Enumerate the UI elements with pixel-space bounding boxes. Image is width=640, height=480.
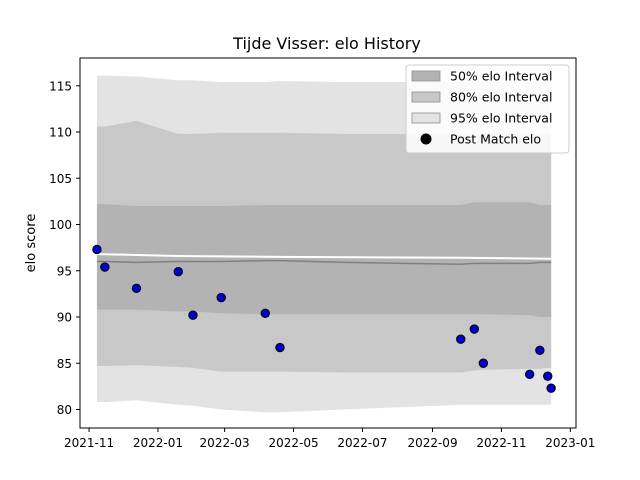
data-point — [524, 369, 535, 380]
y-tick-label: 100 — [49, 218, 72, 232]
data-point — [478, 358, 489, 368]
y-tick-label: 95 — [57, 264, 72, 278]
legend-label: 50% elo Interval — [450, 69, 552, 84]
data-point — [456, 334, 466, 344]
legend-label: 80% elo Interval — [450, 90, 552, 105]
data-point — [131, 283, 142, 294]
plot-area — [92, 75, 556, 413]
x-tick-label: 2022-07 — [337, 436, 387, 450]
data-point — [546, 383, 556, 393]
x-tick-label: 2022-09 — [407, 436, 457, 450]
y-tick-label: 105 — [49, 172, 72, 186]
data-point — [173, 266, 184, 277]
y-tick-label: 115 — [49, 79, 72, 93]
x-tick-label: 2023-01 — [545, 436, 595, 450]
data-point — [100, 262, 110, 272]
x-tick-label: 2022-11 — [476, 436, 526, 450]
y-tick-label: 110 — [49, 126, 72, 140]
data-point — [216, 292, 226, 303]
legend-marker — [420, 133, 432, 145]
data-point — [535, 345, 545, 355]
median-line — [96, 253, 552, 260]
legend-label: Post Match elo — [450, 132, 541, 147]
plot-frame — [79, 57, 577, 429]
legend-swatch — [411, 91, 441, 103]
y-tick-label: 80 — [57, 403, 72, 417]
legend: 50% elo Interval 80% elo Interval 95% elo … — [405, 64, 570, 154]
chart-title: Tijde Visser: elo History — [232, 34, 421, 53]
data-point — [188, 310, 198, 320]
x-tick-label: 2021-11 — [64, 436, 114, 450]
data-point — [260, 308, 270, 318]
data-point — [92, 244, 102, 255]
data-point — [543, 371, 553, 381]
mean-line — [96, 259, 552, 266]
legend-swatch — [411, 112, 441, 124]
x-tick-label: 2022-01 — [133, 436, 183, 450]
x-axis: 2021-11 2022-01 2022-03 2022-05 2022-07 2022-… — [64, 428, 595, 450]
x-tick-label: 2022-05 — [268, 436, 318, 450]
x-tick-label: 2022-03 — [200, 436, 250, 450]
y-tick-label: 90 — [57, 311, 72, 325]
y-axis: 80 85 90 95 100 105 110 115 — [49, 79, 80, 417]
y-tick-label: 85 — [57, 357, 72, 371]
data-point — [469, 324, 480, 334]
y-axis-label: elo score — [24, 214, 39, 273]
legend-label: 95% elo Interval — [450, 111, 552, 126]
legend-box — [405, 64, 570, 154]
data-point — [275, 342, 285, 353]
legend-swatch — [411, 70, 441, 82]
band-50 — [96, 202, 552, 317]
